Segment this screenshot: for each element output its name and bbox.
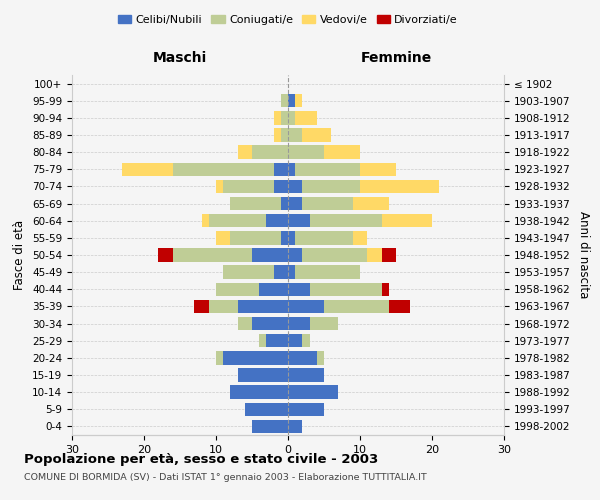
Bar: [216, 282, 259, 296]
Text: Maschi: Maschi: [153, 50, 207, 64]
Bar: [288, 386, 338, 399]
Bar: [158, 248, 173, 262]
Bar: [216, 351, 223, 364]
Bar: [302, 180, 360, 193]
Text: Femmine: Femmine: [361, 50, 431, 64]
Bar: [288, 162, 295, 176]
Bar: [259, 282, 288, 296]
Bar: [324, 146, 360, 159]
Bar: [230, 231, 281, 244]
Bar: [223, 266, 274, 279]
Bar: [281, 197, 288, 210]
Bar: [302, 248, 367, 262]
Bar: [122, 162, 173, 176]
Bar: [288, 317, 310, 330]
Bar: [202, 214, 209, 228]
Text: COMUNE DI BORMIDA (SV) - Dati ISTAT 1° gennaio 2003 - Elaborazione TUTTITALIA.IT: COMUNE DI BORMIDA (SV) - Dati ISTAT 1° g…: [24, 472, 427, 482]
Bar: [281, 128, 288, 141]
Legend: Celibi/Nubili, Coniugati/e, Vedovi/e, Divorziati/e: Celibi/Nubili, Coniugati/e, Vedovi/e, Di…: [113, 10, 463, 29]
Bar: [274, 162, 288, 176]
Bar: [360, 180, 439, 193]
Bar: [288, 231, 295, 244]
Bar: [382, 214, 432, 228]
Bar: [302, 197, 353, 210]
Bar: [288, 402, 324, 416]
Bar: [288, 197, 302, 210]
Bar: [288, 420, 302, 433]
Bar: [288, 111, 295, 124]
Bar: [238, 146, 252, 159]
Bar: [288, 248, 302, 262]
Bar: [209, 214, 266, 228]
Bar: [295, 94, 302, 108]
Y-axis label: Anni di nascita: Anni di nascita: [577, 212, 590, 298]
Bar: [288, 282, 310, 296]
Bar: [281, 111, 288, 124]
Bar: [281, 231, 288, 244]
Bar: [310, 317, 338, 330]
Bar: [288, 180, 302, 193]
Bar: [295, 231, 353, 244]
Bar: [173, 162, 274, 176]
Bar: [274, 180, 288, 193]
Bar: [353, 231, 367, 244]
Bar: [288, 300, 324, 313]
Bar: [252, 420, 288, 433]
Bar: [266, 214, 288, 228]
Bar: [353, 197, 389, 210]
Bar: [302, 128, 331, 141]
Bar: [216, 180, 223, 193]
Bar: [310, 214, 382, 228]
Bar: [389, 300, 410, 313]
Bar: [288, 334, 302, 347]
Bar: [238, 300, 288, 313]
Bar: [288, 351, 317, 364]
Bar: [281, 94, 288, 108]
Bar: [288, 128, 302, 141]
Bar: [274, 128, 281, 141]
Bar: [238, 368, 288, 382]
Bar: [367, 248, 382, 262]
Bar: [274, 111, 281, 124]
Bar: [317, 351, 324, 364]
Bar: [310, 282, 382, 296]
Text: Popolazione per età, sesso e stato civile - 2003: Popolazione per età, sesso e stato civil…: [24, 452, 378, 466]
Bar: [302, 334, 310, 347]
Bar: [245, 402, 288, 416]
Bar: [274, 266, 288, 279]
Bar: [252, 248, 288, 262]
Bar: [230, 197, 281, 210]
Bar: [360, 162, 396, 176]
Bar: [194, 300, 209, 313]
Bar: [266, 334, 288, 347]
Bar: [238, 317, 252, 330]
Bar: [288, 214, 310, 228]
Bar: [209, 300, 238, 313]
Bar: [252, 146, 288, 159]
Bar: [382, 248, 396, 262]
Bar: [288, 266, 295, 279]
Bar: [295, 111, 317, 124]
Bar: [288, 368, 324, 382]
Bar: [295, 266, 360, 279]
Bar: [252, 317, 288, 330]
Bar: [223, 180, 274, 193]
Bar: [216, 231, 230, 244]
Bar: [324, 300, 389, 313]
Bar: [173, 248, 252, 262]
Bar: [230, 386, 288, 399]
Y-axis label: Fasce di età: Fasce di età: [13, 220, 26, 290]
Bar: [382, 282, 389, 296]
Bar: [223, 351, 288, 364]
Bar: [259, 334, 266, 347]
Bar: [288, 146, 324, 159]
Bar: [288, 94, 295, 108]
Bar: [295, 162, 360, 176]
